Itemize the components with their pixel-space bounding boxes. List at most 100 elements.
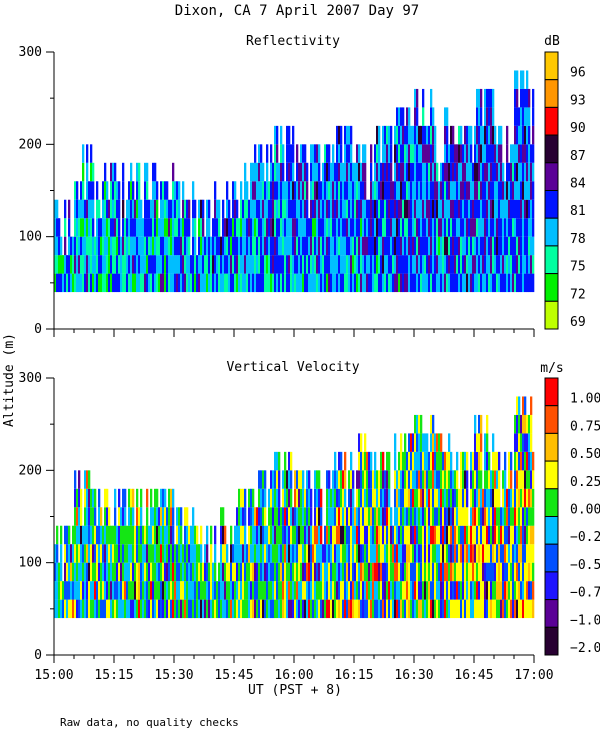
data-cell (374, 599, 377, 619)
data-cell (240, 544, 243, 563)
data-cell (248, 255, 251, 274)
data-cell (426, 255, 429, 274)
data-cell (376, 218, 379, 237)
data-cell (364, 562, 367, 582)
data-cell (68, 199, 71, 219)
data-cell (174, 255, 177, 274)
data-cells (54, 396, 535, 619)
data-cell (284, 525, 287, 545)
data-cell (176, 525, 179, 545)
data-cell (274, 199, 277, 219)
data-cell (460, 451, 463, 471)
data-cell (376, 470, 379, 489)
data-cell (82, 544, 85, 563)
data-cell (526, 581, 529, 600)
data-cell (518, 107, 521, 126)
data-cell (416, 255, 419, 274)
data-cell (120, 562, 123, 582)
data-cell (488, 525, 491, 545)
data-cell (368, 451, 371, 471)
data-cell (132, 199, 135, 219)
data-cell (190, 562, 193, 582)
data-cell (482, 581, 485, 600)
data-cell (528, 199, 531, 219)
data-cell (276, 273, 279, 293)
data-cell (350, 507, 353, 526)
data-cell (294, 525, 297, 545)
data-cell (380, 199, 383, 219)
data-cell (522, 162, 525, 182)
data-cell (394, 525, 397, 545)
data-cell (284, 451, 287, 471)
data-cell (54, 544, 57, 563)
data-cell (254, 236, 257, 256)
data-cell (484, 433, 487, 452)
data-cell (292, 525, 295, 545)
data-cell (144, 181, 147, 200)
data-cell (88, 581, 91, 600)
data-cell (120, 507, 123, 526)
data-cell (320, 525, 323, 545)
data-cell (296, 544, 299, 563)
data-cell (462, 581, 465, 600)
data-cell (302, 581, 305, 600)
data-cell (260, 470, 263, 489)
data-cell (338, 255, 341, 274)
data-cell (146, 218, 149, 237)
data-cell (148, 273, 151, 293)
data-cell (520, 236, 523, 256)
data-cell (416, 107, 419, 126)
data-cell (440, 488, 443, 508)
data-cell (524, 125, 527, 145)
data-cell (266, 162, 269, 182)
data-cell (120, 599, 123, 619)
data-cell (522, 88, 525, 108)
data-cell (240, 562, 243, 582)
data-cell (158, 599, 161, 619)
data-cell (390, 125, 393, 145)
data-cell (418, 470, 421, 489)
data-cell (242, 488, 245, 508)
data-cell (78, 470, 81, 489)
data-cell (92, 525, 95, 545)
data-cell (350, 125, 353, 145)
data-cell (130, 218, 133, 237)
data-cell (442, 470, 445, 489)
data-cell (438, 544, 441, 563)
data-cell (114, 162, 117, 182)
data-cell (500, 273, 503, 293)
data-cell (412, 451, 415, 471)
data-cell (418, 433, 421, 452)
data-cell (310, 507, 313, 526)
data-cell (194, 562, 197, 582)
data-cell (348, 144, 351, 163)
data-cell (152, 255, 155, 274)
data-cell (280, 218, 283, 237)
data-cell (442, 451, 445, 471)
data-cell (502, 544, 505, 563)
data-cell (518, 488, 521, 508)
data-cell (270, 162, 273, 182)
data-cell (264, 199, 267, 219)
data-cell (114, 218, 117, 237)
data-cell (144, 255, 147, 274)
data-cell (88, 525, 91, 545)
data-cell (406, 199, 409, 219)
data-cell (256, 181, 259, 200)
data-cell (442, 562, 445, 582)
data-cell (322, 599, 325, 619)
data-cell (432, 162, 435, 182)
data-cell (352, 162, 355, 182)
data-cell (494, 218, 497, 237)
data-cell (202, 199, 205, 219)
data-cell (524, 451, 527, 471)
data-cell (416, 581, 419, 600)
data-cell (524, 488, 527, 508)
data-cell (172, 507, 175, 526)
data-cell (252, 525, 255, 545)
data-cell (324, 236, 327, 256)
data-cell (370, 507, 373, 526)
data-cell (356, 470, 359, 489)
data-cell (374, 162, 377, 182)
data-cell (262, 525, 265, 545)
